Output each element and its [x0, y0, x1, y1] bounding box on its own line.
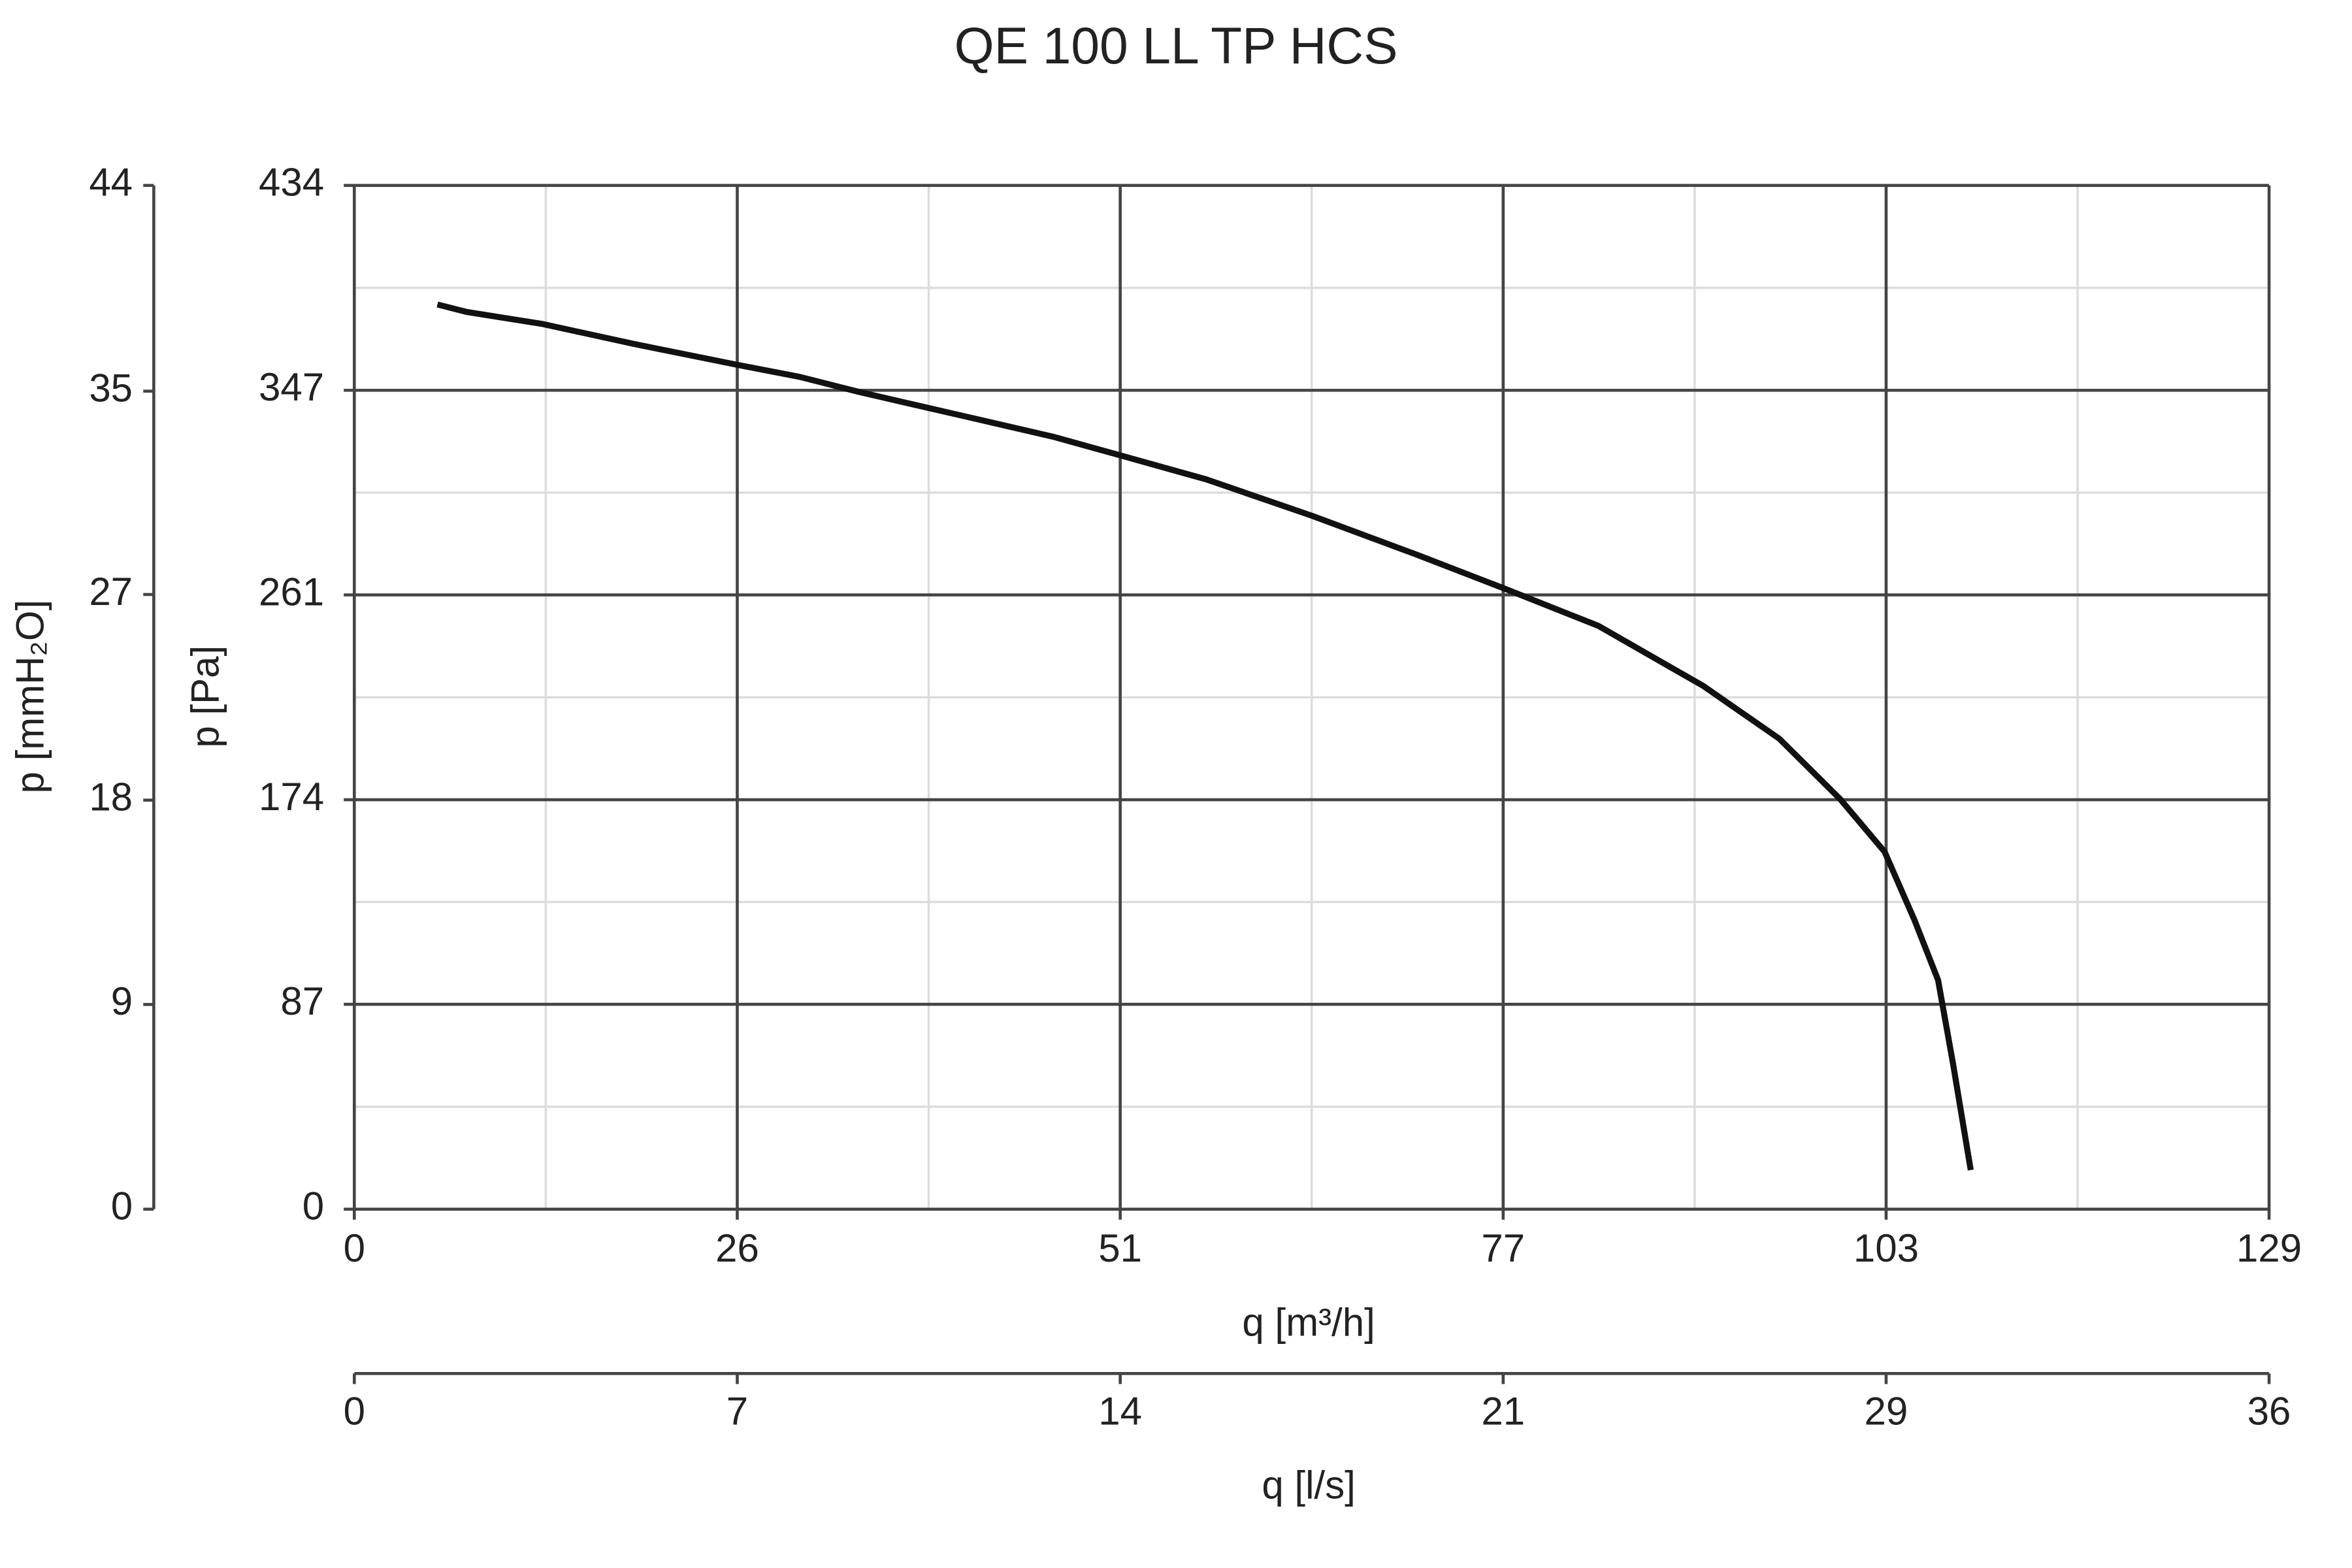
- y-tick-label: 434: [259, 161, 324, 204]
- x2-tick-label: 21: [1481, 1389, 1525, 1433]
- y-axis-title: p [Pa]: [183, 645, 227, 748]
- x2-tick-label: 0: [344, 1389, 365, 1433]
- y2-axis-title: p [mmH₂O]: [8, 600, 52, 794]
- y2-tick-label: 44: [89, 161, 133, 204]
- x2-tick-label: 36: [2247, 1389, 2291, 1433]
- x-tick-label: 51: [1098, 1226, 1142, 1270]
- curve: [436, 301, 1974, 1171]
- y-tick-label: 261: [259, 570, 324, 613]
- x2-tick-label: 7: [727, 1389, 748, 1433]
- y-tick-label: 174: [259, 775, 324, 819]
- x2-tick-label: 29: [1865, 1389, 1908, 1433]
- y2-tick-label: 9: [111, 979, 133, 1023]
- x2-tick-label: 14: [1098, 1389, 1142, 1433]
- chart-title: QE 100 LL TP HCS: [955, 17, 1398, 74]
- y2-tick-label: 18: [89, 776, 133, 819]
- x2-axis-title: q [l/s]: [1262, 1463, 1355, 1507]
- x-tick-label: 129: [2236, 1226, 2302, 1270]
- x-tick-label: 0: [344, 1226, 365, 1270]
- y-tick-label: 347: [259, 365, 324, 409]
- y2-tick-label: 0: [111, 1184, 133, 1228]
- y2-tick-label: 35: [89, 366, 133, 410]
- x-tick-label: 103: [1854, 1226, 1919, 1270]
- x-tick-label: 77: [1481, 1226, 1525, 1270]
- x-tick-label: 26: [715, 1226, 759, 1270]
- y-tick-label: 87: [280, 979, 324, 1023]
- y2-tick-label: 27: [89, 570, 133, 613]
- y-tick-label: 0: [302, 1184, 324, 1228]
- x-axis-title: q [m³/h]: [1242, 1300, 1375, 1344]
